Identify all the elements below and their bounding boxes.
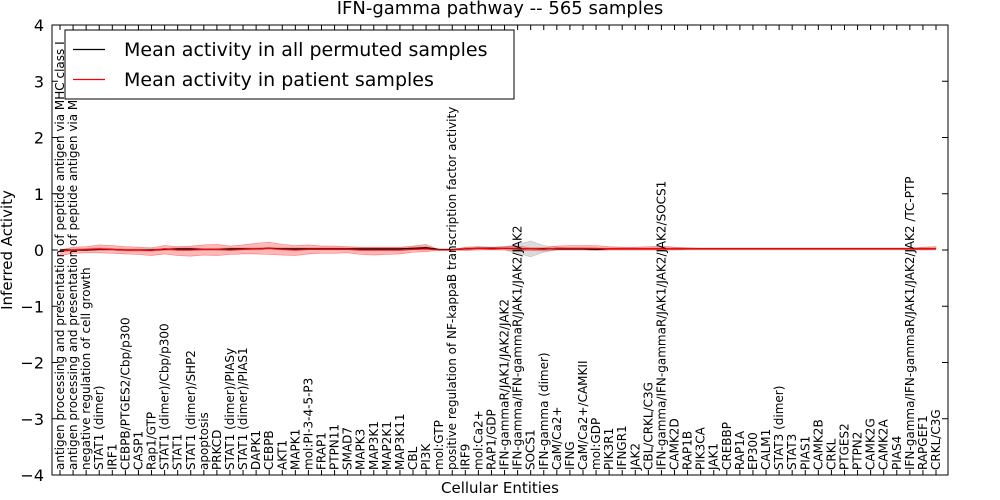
category-label: JAK2 (628, 443, 642, 471)
category-label: CAMK2D (668, 418, 682, 470)
category-label: PTPN11 (328, 424, 342, 470)
legend-box (64, 29, 515, 100)
category-label: IFNG (563, 441, 577, 470)
category-label: CEBPB/PTGES2/Cbp/p300 (118, 317, 132, 470)
category-label: CAMK2A (877, 419, 891, 470)
category-label: positive regulation of NF-kappaB transcr… (445, 107, 459, 470)
category-label: CRKL/C3G (929, 409, 943, 470)
category-label: FRAP1 (314, 432, 328, 470)
category-label: PIAS4 (890, 436, 904, 470)
category-label: EP300 (746, 432, 760, 470)
category-label: STAT3 (dimer) (772, 386, 786, 470)
y-tick-label: 3 (34, 72, 44, 91)
category-label: STAT1 (dimer) (92, 386, 106, 470)
category-label: Rap1/GTP (145, 412, 159, 470)
x-tick-marks (59, 25, 937, 475)
category-label: IFN-gamma/IFN-gammaR/JAK1/JAK2/JAK2/SOCS… (654, 181, 668, 470)
y-tick-label: −2 (20, 354, 44, 373)
category-label: RAPGEF1 (916, 415, 930, 470)
category-label: antigen processing and presentation of p… (53, 41, 67, 470)
category-label: CaM/Ca2+/CAMKII (576, 361, 590, 470)
category-label: IRF9 (458, 444, 472, 470)
category-label: CASP1 (131, 431, 145, 470)
legend-label-patient: Mean activity in patient samples (124, 69, 434, 91)
category-label: DAPK1 (249, 430, 263, 470)
category-label: IFN-gamma/IFN-gammaR/JAK1/JAK2/JAK2 /TC-… (903, 176, 917, 470)
category-label: antigen processing and presentation of p… (66, 38, 80, 470)
category-label: PI3K (419, 443, 433, 470)
category-label: mol:GDP (589, 418, 603, 470)
category-label: CBL/CRKL/C3G (641, 382, 655, 470)
category-label: IFN-gamma/IFN-gammaR/JAK1/JAK2/JAK2 (511, 225, 525, 470)
category-label: mol:Ca2+ (471, 410, 485, 470)
y-tick-label: 0 (34, 241, 44, 260)
category-label: PTGES2 (837, 423, 851, 470)
category-label: RAP1B (681, 431, 695, 470)
category-label: CRKL (824, 438, 838, 470)
category-label: CAMK2B (811, 419, 825, 470)
category-label: mol:GTP (432, 420, 446, 470)
category-label: MAP3K11 (393, 413, 407, 470)
lines-layer (59, 247, 936, 252)
y-ticks: −4 −3 −2 −1 0 1 2 3 4 (20, 16, 948, 485)
category-label: PRKCD (210, 430, 224, 470)
category-label: STAT1 (dimer)/PIAS1 (236, 347, 250, 470)
legend: Mean activity in all permuted samples Me… (64, 29, 515, 100)
y-tick-label: −4 (20, 466, 44, 485)
category-label: IFN-gamma (dimer) (537, 352, 551, 470)
category-label: mol:PI-3-4-5-P3 (301, 378, 315, 470)
category-label: RAP1A (733, 430, 747, 470)
category-label: CAMK2G (864, 418, 878, 470)
category-label: apoptosis (197, 412, 211, 470)
category-label: MAPK3 (354, 429, 368, 470)
y-tick-label: −1 (20, 297, 44, 316)
category-label: STAT1 (171, 434, 185, 470)
y-tick-label: −3 (20, 410, 44, 429)
chart-title: IFN-gamma pathway -- 565 samples (337, 0, 664, 19)
category-label: IRF1 (105, 444, 119, 470)
category-label: STAT1 (dimer)/Cbp/p300 (158, 323, 172, 470)
category-label: negative regulation of cell growth (79, 267, 93, 470)
y-tick-label: 4 (34, 16, 44, 35)
legend-label-permuted: Mean activity in all permuted samples (124, 39, 487, 61)
category-label: IFNGR1 (615, 425, 629, 470)
category-labels: antigen processing and presentation of p… (53, 38, 943, 471)
category-label: MAP2K1 (380, 421, 394, 470)
category-label: PIK3R1 (602, 428, 616, 470)
category-label: MAPK1 (288, 429, 302, 470)
category-label: PIAS1 (798, 436, 812, 470)
x-axis-label: Cellular Entities (441, 479, 559, 497)
category-label: PTPN2 (851, 432, 865, 470)
category-label: RAP1/GDP (484, 409, 498, 470)
category-label: JAK1 (707, 443, 721, 471)
category-label: STAT3 (785, 434, 799, 470)
category-label: MAP3K1 (367, 421, 381, 470)
category-label: CREBBP (720, 422, 734, 470)
category-label: SMAD7 (341, 427, 355, 470)
category-label: CaM/Ca2+ (550, 406, 564, 470)
category-label: STAT1 (dimer)/PIASy (223, 348, 237, 470)
category-label: CEBPB (262, 430, 276, 470)
y-tick-label: 1 (34, 185, 44, 204)
category-label: PIK3CA (694, 426, 708, 470)
category-label: CALM1 (759, 429, 773, 470)
y-tick-label: 2 (34, 129, 44, 148)
series-line-patient (59, 247, 936, 252)
category-label: AKT1 (275, 440, 289, 470)
y-axis-label: Inferred Activity (0, 190, 16, 310)
category-label: IFN-gammaR/JAK1/JAK2/JAK2 (498, 299, 512, 470)
category-label: SOCS1 (524, 429, 538, 470)
category-label: CBL (406, 446, 420, 470)
category-label: STAT1 (dimer)/SHP2 (184, 350, 198, 470)
